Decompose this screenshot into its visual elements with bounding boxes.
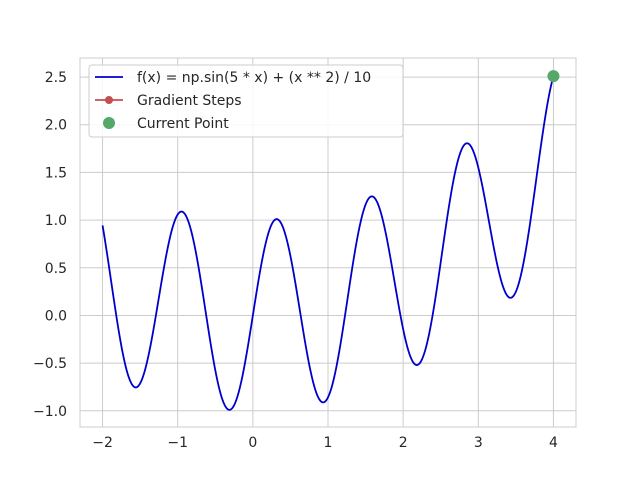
function-curve xyxy=(101,75,555,411)
x-axis: −2 −1 0 1 2 3 4 xyxy=(92,435,558,451)
legend-label: Current Point xyxy=(137,116,229,132)
x-tick-label: −1 xyxy=(167,435,188,451)
y-tick-label: 2.5 xyxy=(45,70,67,86)
y-tick-label: −1.0 xyxy=(33,404,67,420)
y-tick-label: −0.5 xyxy=(33,356,67,372)
x-tick-label: 4 xyxy=(549,435,558,451)
y-tick-label: 1.5 xyxy=(45,165,67,181)
legend: f(x) = np.sin(5 * x) + (x ** 2) / 10 Grad… xyxy=(88,64,404,138)
y-tick-label: 1.0 xyxy=(45,213,67,229)
series-layer xyxy=(101,70,560,411)
x-tick-label: −2 xyxy=(92,435,113,451)
current-point-marker xyxy=(547,70,560,83)
legend-swatch-marker xyxy=(105,96,113,104)
legend-swatch-marker xyxy=(103,117,115,129)
y-tick-label: 2.0 xyxy=(45,118,67,134)
x-tick-label: 2 xyxy=(399,435,408,451)
y-tick-label: 0.5 xyxy=(45,261,67,277)
x-tick-label: 0 xyxy=(248,435,257,451)
x-tick-label: 1 xyxy=(324,435,333,451)
plot-frame xyxy=(79,57,577,428)
y-axis: −1.0 −0.5 0.0 0.5 1.0 1.5 2.0 2.5 xyxy=(33,70,67,420)
legend-label: Gradient Steps xyxy=(137,93,242,109)
x-tick-label: 3 xyxy=(474,435,483,451)
legend-label: f(x) = np.sin(5 * x) + (x ** 2) / 10 xyxy=(137,70,371,86)
y-tick-label: 0.0 xyxy=(45,308,67,324)
legend-box xyxy=(88,64,404,138)
